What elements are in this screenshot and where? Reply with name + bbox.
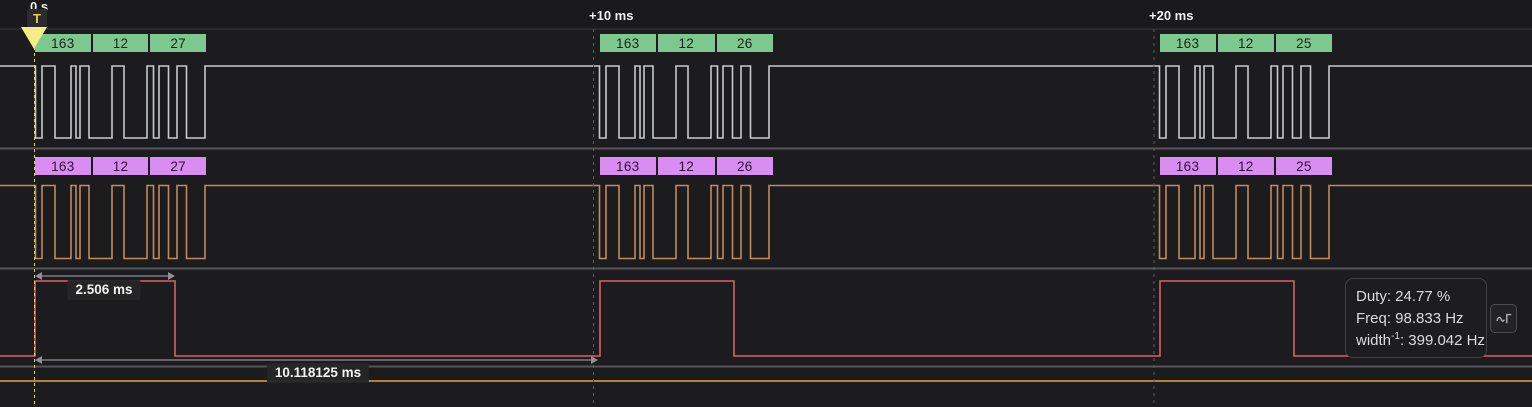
decode-badge[interactable]: 12 — [658, 157, 715, 175]
trigger-marker[interactable]: T — [27, 9, 47, 27]
measurement-button[interactable] — [1490, 304, 1517, 333]
decode-badge[interactable]: 25 — [1275, 157, 1332, 175]
decode-badge[interactable]: 26 — [716, 157, 773, 175]
decode-badge[interactable]: 12 — [658, 34, 715, 52]
arrowhead-right-icon — [168, 272, 175, 280]
arrowhead-left-icon — [35, 272, 42, 280]
arrowhead-right-icon — [591, 356, 598, 364]
measurement-label[interactable]: 10.118125 ms — [266, 363, 370, 383]
decode-badge[interactable]: 163 — [35, 34, 91, 52]
decode-badge[interactable]: 163 — [599, 34, 656, 52]
pwm-channel-2-trace — [0, 280, 1532, 357]
decode-badge[interactable]: 12 — [92, 157, 149, 175]
decode-badge[interactable]: 12 — [1217, 34, 1274, 52]
decode-badge[interactable]: 163 — [1159, 157, 1216, 175]
tooltip-inverse-width: width-1: 399.042 Hz — [1356, 330, 1486, 352]
decode-badge[interactable]: 27 — [150, 157, 206, 175]
decode-badge[interactable]: 163 — [1159, 34, 1216, 52]
pulse-stats-tooltip: Duty: 24.77 % Freq: 98.833 Hz width-1: 3… — [1345, 278, 1487, 358]
trigger-triangle-icon[interactable] — [21, 27, 47, 49]
timeline-marker-label: +10 ms — [589, 8, 634, 23]
tooltip-width-base: width — [1356, 332, 1392, 349]
decode-badge[interactable]: 25 — [1275, 34, 1332, 52]
timeline-marker-label: +20 ms — [1149, 8, 1194, 23]
arrowhead-left-icon — [35, 356, 42, 364]
tooltip-duty: Duty: 24.77 % — [1356, 288, 1451, 305]
tooltip-freq: Freq: 98.833 Hz — [1356, 310, 1464, 327]
pulse-measure-icon — [1495, 313, 1511, 324]
decode-badge[interactable]: 26 — [716, 34, 773, 52]
trigger-label: T — [33, 10, 41, 26]
tooltip-width-rest: : 399.042 Hz — [1399, 332, 1485, 349]
digital-channel-1-trace — [0, 184, 1532, 260]
digital-channel-0-trace — [0, 65, 1532, 139]
decode-badge[interactable]: 163 — [35, 157, 91, 175]
decode-badge[interactable]: 12 — [1217, 157, 1274, 175]
decode-badge[interactable]: 163 — [599, 157, 656, 175]
timeline-ruler[interactable] — [0, 0, 1532, 29]
decode-badge[interactable]: 27 — [150, 34, 206, 52]
decode-badge[interactable]: 12 — [92, 34, 149, 52]
tooltip-width-sup: -1 — [1391, 331, 1400, 342]
measurement-label[interactable]: 2.506 ms — [67, 280, 141, 300]
